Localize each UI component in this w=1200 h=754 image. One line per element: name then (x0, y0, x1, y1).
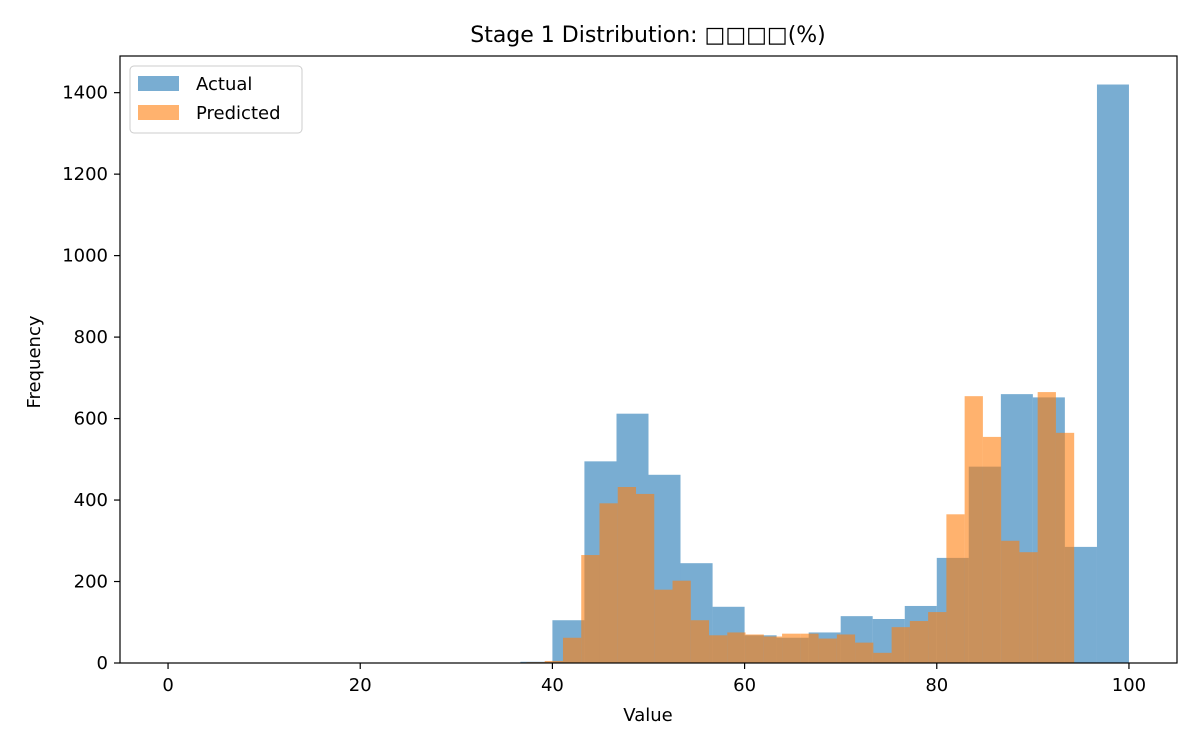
bar-predicted-26 (1001, 540, 1020, 663)
bar-predicted-8 (672, 580, 691, 663)
y-tick-label: 1400 (62, 83, 108, 104)
bar-predicted-18 (855, 642, 874, 663)
bar-predicted-24 (964, 396, 983, 663)
y-tick-label: 0 (97, 653, 108, 674)
x-tick-label: 100 (1112, 675, 1146, 696)
bar-predicted-22 (928, 612, 947, 663)
x-tick-label: 80 (925, 675, 948, 696)
bar-predicted-20 (891, 627, 910, 663)
x-tick-label: 40 (541, 675, 564, 696)
bar-predicted-10 (709, 635, 728, 663)
y-tick-label: 600 (74, 409, 108, 430)
y-tick-label: 1200 (62, 164, 108, 185)
plot-frame (119, 55, 1178, 664)
legend: Actual Predicted (129, 65, 303, 134)
legend-label-actual: Actual (196, 74, 252, 95)
chart-title: Stage 1 Distribution: □□□□(%) (470, 23, 826, 48)
bar-predicted-17 (836, 634, 856, 663)
y-tick-label: 400 (74, 490, 108, 511)
bar-predicted-15 (800, 633, 819, 663)
bar-predicted-3 (581, 555, 600, 663)
bar-predicted-1 (544, 660, 563, 663)
bar-predicted-12 (745, 634, 764, 663)
bar-predicted-14 (782, 633, 801, 663)
bar-predicted-27 (1019, 552, 1038, 663)
bar-predicted-23 (946, 514, 965, 663)
bar-predicted-2 (562, 637, 582, 663)
y-tick-label: 1000 (62, 246, 108, 267)
bar-predicted-7 (654, 589, 673, 663)
y-tick-label: 800 (74, 327, 108, 348)
y-axis-label: Frequency (24, 315, 45, 408)
series-predicted (526, 392, 1075, 663)
bar-predicted-6 (636, 493, 655, 663)
x-tick-label: 0 (162, 675, 173, 696)
bar-predicted-13 (763, 636, 783, 663)
legend-swatch-predicted (138, 105, 179, 120)
bars-layer (520, 84, 1129, 663)
bar-actual-18 (1096, 84, 1129, 663)
bar-predicted-4 (599, 503, 618, 663)
bar-predicted-11 (727, 632, 746, 663)
bar-predicted-5 (617, 487, 637, 663)
x-axis-label: Value (623, 705, 672, 726)
bar-predicted-19 (873, 652, 892, 663)
legend-label-predicted: Predicted (196, 103, 281, 124)
x-tick-label: 20 (349, 675, 372, 696)
bar-predicted-21 (909, 621, 929, 663)
bar-predicted-25 (982, 436, 1002, 663)
bar-predicted-9 (690, 620, 710, 663)
legend-swatch-actual (138, 76, 179, 91)
bar-predicted-29 (1055, 432, 1075, 663)
y-tick-label: 200 (74, 572, 108, 593)
x-tick-label: 60 (733, 675, 756, 696)
bar-predicted-28 (1037, 392, 1056, 663)
bar-predicted-16 (818, 638, 837, 663)
